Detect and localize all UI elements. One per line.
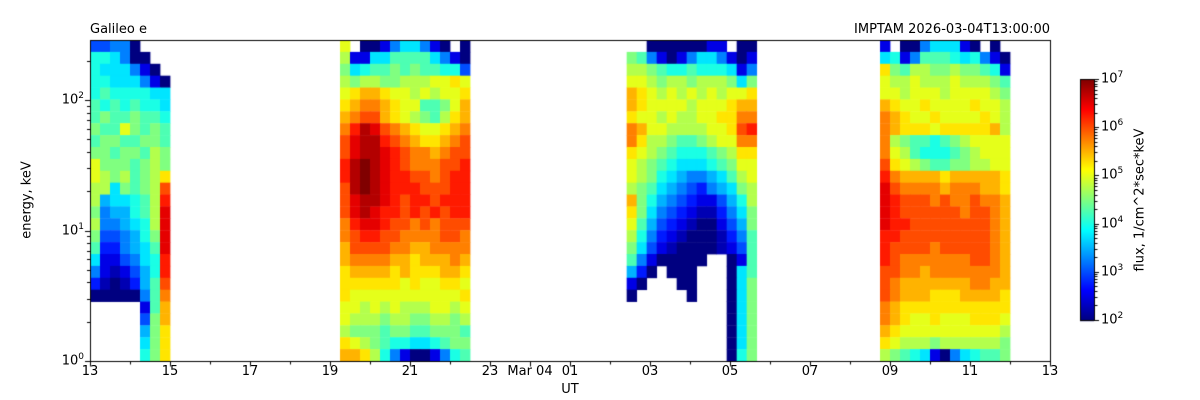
x-tick-label: 21 bbox=[401, 364, 419, 379]
x-tick-label: 05 bbox=[721, 364, 739, 379]
colorbar-tick-label: 107 bbox=[1101, 70, 1124, 87]
x-tick-label: 07 bbox=[801, 364, 819, 379]
plot-title-right: IMPTAM 2026-03-04T13:00:00 bbox=[854, 22, 1050, 37]
colorbar-tick-label: 103 bbox=[1101, 262, 1124, 280]
x-tick-label: 03 bbox=[641, 364, 659, 379]
x-tick-label: Mar 04 bbox=[507, 364, 553, 379]
colorbar-label: flux, 1/cm^2*sec*keV bbox=[1132, 128, 1148, 272]
colorbar-tick-label: 102 bbox=[1101, 311, 1124, 328]
x-tick-label: 13 bbox=[1041, 364, 1059, 379]
x-tick-label: 15 bbox=[161, 364, 179, 379]
x-tick-label: 17 bbox=[241, 364, 259, 379]
colorbar-tick-label: 105 bbox=[1101, 166, 1124, 183]
x-tick-label: 23 bbox=[481, 364, 499, 379]
x-tick-label: 13 bbox=[81, 364, 99, 379]
y-tick-label: 101 bbox=[61, 221, 84, 238]
x-axis-label: UT bbox=[561, 382, 579, 397]
x-tick-label: 01 bbox=[561, 364, 579, 379]
colorbar-tick-label: 106 bbox=[1101, 118, 1124, 135]
y-tick-label: 100 bbox=[61, 352, 84, 369]
x-tick-label: 19 bbox=[321, 364, 339, 379]
x-tick-label: 11 bbox=[961, 364, 979, 379]
y-tick-label: 102 bbox=[61, 91, 84, 108]
colorbar-tick-label: 104 bbox=[1101, 214, 1124, 231]
x-tick-label: 09 bbox=[881, 364, 899, 379]
plot-title-left: Galileo e bbox=[90, 22, 147, 37]
